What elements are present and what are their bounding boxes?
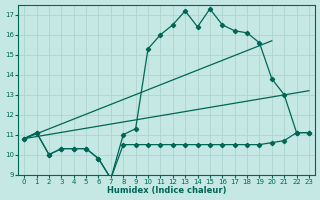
X-axis label: Humidex (Indice chaleur): Humidex (Indice chaleur) bbox=[107, 186, 226, 195]
